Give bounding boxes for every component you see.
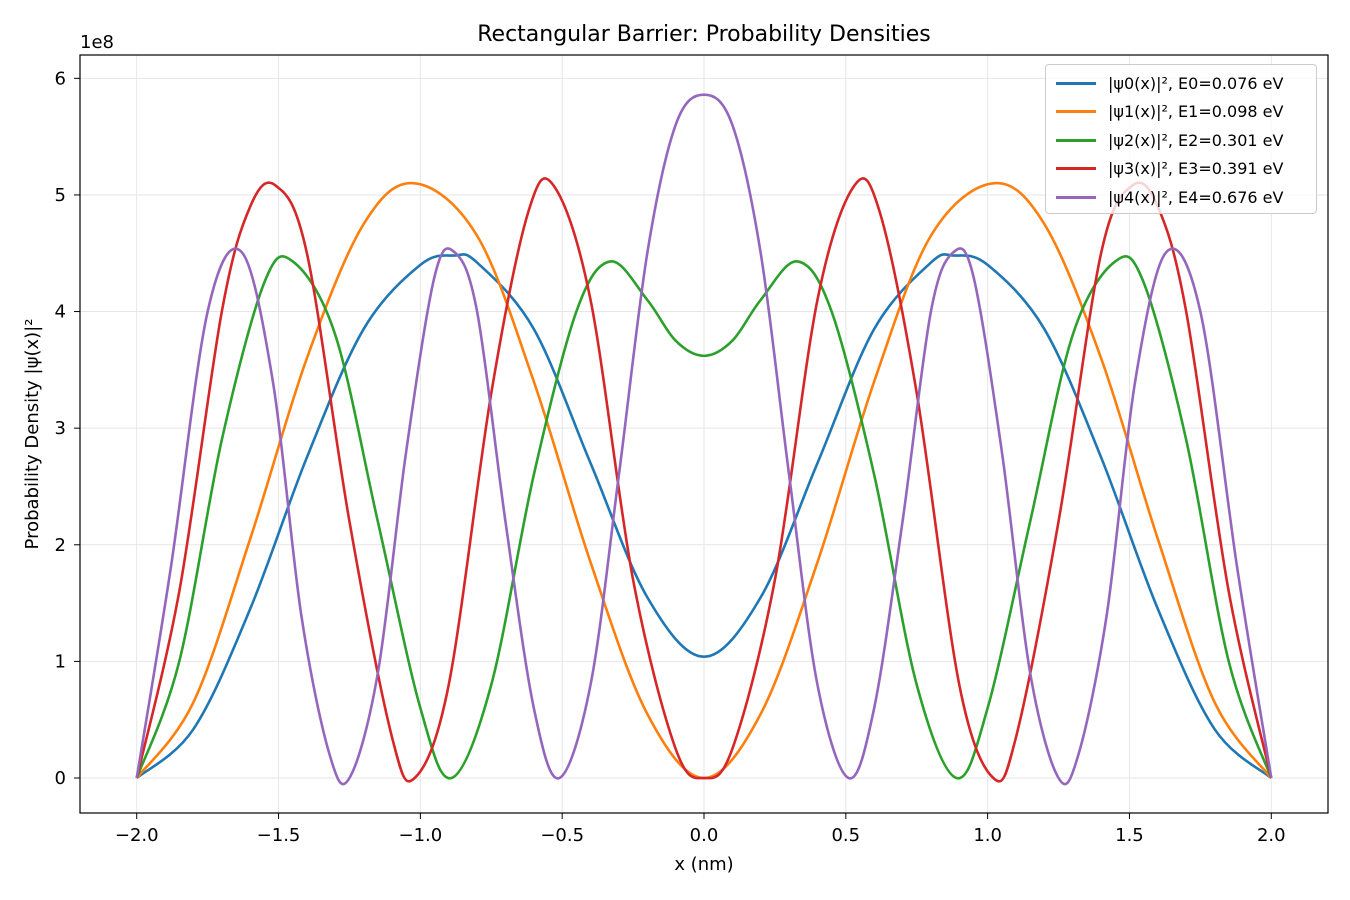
y-tick-label: 3 — [55, 418, 66, 439]
chart-title: Rectangular Barrier: Probability Densiti… — [477, 22, 931, 47]
y-axis-ticks: 0 1 2 3 4 5 6 — [55, 68, 80, 789]
x-tick-label: −1.0 — [399, 825, 443, 846]
y-tick-label: 1 — [55, 651, 66, 672]
legend-swatch — [1056, 195, 1096, 199]
series-line-psi4 — [135, 93, 1273, 786]
series-line-psi0 — [135, 253, 1273, 780]
legend-label: |ψ3(x)|², E3=0.391 eV — [1108, 159, 1284, 178]
x-tick-label: 1.5 — [1115, 825, 1144, 846]
legend-label: |ψ4(x)|², E4=0.676 eV — [1108, 187, 1284, 207]
y-tick-label: 0 — [55, 768, 66, 789]
legend-item-psi1: |ψ1(x)|², E1=0.098 eV — [1056, 102, 1283, 122]
x-axis-label: x (nm) — [674, 854, 733, 875]
legend-item-psi0: |ψ0(x)|², E0=0.076 eV — [1056, 73, 1283, 93]
legend-swatch — [1056, 110, 1096, 113]
legend-swatch — [1056, 81, 1096, 85]
legend-label: |ψ2(x)|², E2=0.301 eV — [1108, 130, 1284, 150]
y-axis-offset-label: 1e8 — [80, 32, 114, 53]
x-axis-ticks: −2.0 −1.5 −1.0 −0.5 0.0 0.5 1.0 1.5 2.0 — [115, 813, 1286, 846]
y-tick-label: 6 — [55, 68, 66, 89]
x-tick-label: 0.0 — [690, 825, 719, 846]
legend-label: |ψ0(x)|², E0=0.076 eV — [1108, 73, 1284, 93]
x-tick-label: −0.5 — [540, 825, 584, 846]
legend-swatch — [1056, 138, 1096, 142]
y-tick-label: 5 — [55, 185, 66, 206]
x-tick-label: −1.5 — [257, 825, 301, 846]
legend-swatch — [1056, 167, 1096, 170]
series-line-psi3 — [135, 177, 1273, 783]
x-tick-label: −2.0 — [115, 825, 159, 846]
y-tick-label: 2 — [55, 535, 66, 556]
legend: |ψ0(x)|², E0=0.076 eV |ψ1(x)|², E1=0.098 … — [1045, 64, 1317, 214]
legend-item-psi4: |ψ4(x)|², E4=0.676 eV — [1056, 187, 1283, 207]
series-line-psi2 — [135, 255, 1273, 780]
x-tick-label: 2.0 — [1257, 825, 1286, 846]
y-axis-label: Probability Density |ψ(x)|² — [22, 319, 43, 550]
y-tick-label: 4 — [55, 302, 66, 323]
legend-item-psi2: |ψ2(x)|², E2=0.301 eV — [1056, 130, 1283, 150]
x-tick-label: 1.0 — [973, 825, 1002, 846]
plot-lines — [135, 93, 1273, 786]
x-tick-label: 0.5 — [831, 825, 860, 846]
legend-label: |ψ1(x)|², E1=0.098 eV — [1108, 102, 1284, 121]
legend-item-psi3: |ψ3(x)|², E3=0.391 eV — [1056, 159, 1283, 179]
